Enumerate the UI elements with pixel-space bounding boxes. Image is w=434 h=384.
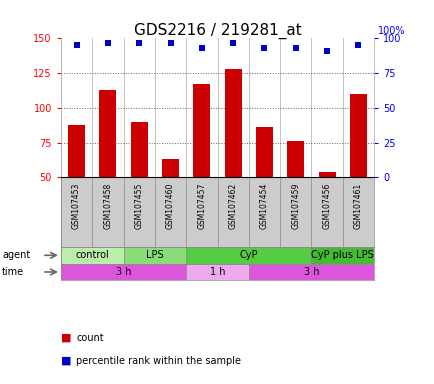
Bar <box>61 264 186 280</box>
Text: LPS: LPS <box>146 250 163 260</box>
Bar <box>99 90 116 177</box>
Text: time: time <box>2 267 24 277</box>
Text: 1 h: 1 h <box>209 267 225 277</box>
Text: GSM107454: GSM107454 <box>260 183 268 229</box>
Text: GSM107457: GSM107457 <box>197 183 206 229</box>
Text: 3 h: 3 h <box>115 267 131 277</box>
Bar <box>186 264 248 280</box>
Text: GSM107455: GSM107455 <box>135 183 143 229</box>
Text: GSM107460: GSM107460 <box>166 183 174 229</box>
Text: CyP plus LPS: CyP plus LPS <box>311 250 373 260</box>
Bar <box>224 69 241 177</box>
Bar <box>193 84 210 177</box>
Text: count: count <box>76 333 104 343</box>
Bar <box>161 159 179 177</box>
Text: GSM107461: GSM107461 <box>353 183 362 229</box>
Bar <box>130 122 148 177</box>
Text: 3 h: 3 h <box>303 267 319 277</box>
Bar <box>186 247 311 264</box>
Text: GSM107458: GSM107458 <box>103 183 112 229</box>
Text: GSM107462: GSM107462 <box>228 183 237 229</box>
Bar <box>311 247 373 264</box>
Bar <box>349 94 366 177</box>
Text: 100%: 100% <box>378 26 405 36</box>
Bar <box>68 124 85 177</box>
Bar <box>123 247 186 264</box>
Text: ■: ■ <box>61 333 71 343</box>
Text: GSM107453: GSM107453 <box>72 183 81 229</box>
Text: control: control <box>75 250 109 260</box>
Bar <box>318 172 335 177</box>
Text: percentile rank within the sample: percentile rank within the sample <box>76 356 240 366</box>
Text: ■: ■ <box>61 356 71 366</box>
Text: GSM107456: GSM107456 <box>322 183 331 229</box>
Text: agent: agent <box>2 250 30 260</box>
Text: GSM107459: GSM107459 <box>291 183 299 229</box>
Bar <box>255 127 273 177</box>
Text: GDS2216 / 219281_at: GDS2216 / 219281_at <box>133 23 301 39</box>
Text: CyP: CyP <box>239 250 257 260</box>
Bar <box>61 247 123 264</box>
Bar <box>248 264 373 280</box>
Bar <box>286 141 304 177</box>
